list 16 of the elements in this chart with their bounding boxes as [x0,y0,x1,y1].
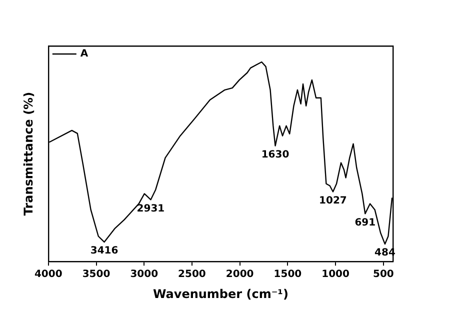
annotation: 691 [354,217,376,228]
x-tick-label: 2000 [226,269,254,280]
x-tick-label: 2500 [178,269,206,280]
y-axis-title: Transmittance (%) [21,92,36,216]
annotation: 1630 [261,149,290,160]
legend-label: A [80,48,88,60]
x-tick-label: 500 [372,269,394,280]
annotation: 1027 [319,195,347,206]
x-axis-title: Wavenumber (cm⁻¹) [152,286,288,301]
x-tick-label: 1000 [322,269,350,280]
x-tick-label: 3500 [82,269,110,280]
annotation: 3416 [90,246,118,257]
annotation: 2931 [136,203,165,214]
x-tick-label: 4000 [34,269,62,280]
x-tick-label: 3000 [130,269,158,280]
x-tick-label: 1500 [274,269,302,280]
